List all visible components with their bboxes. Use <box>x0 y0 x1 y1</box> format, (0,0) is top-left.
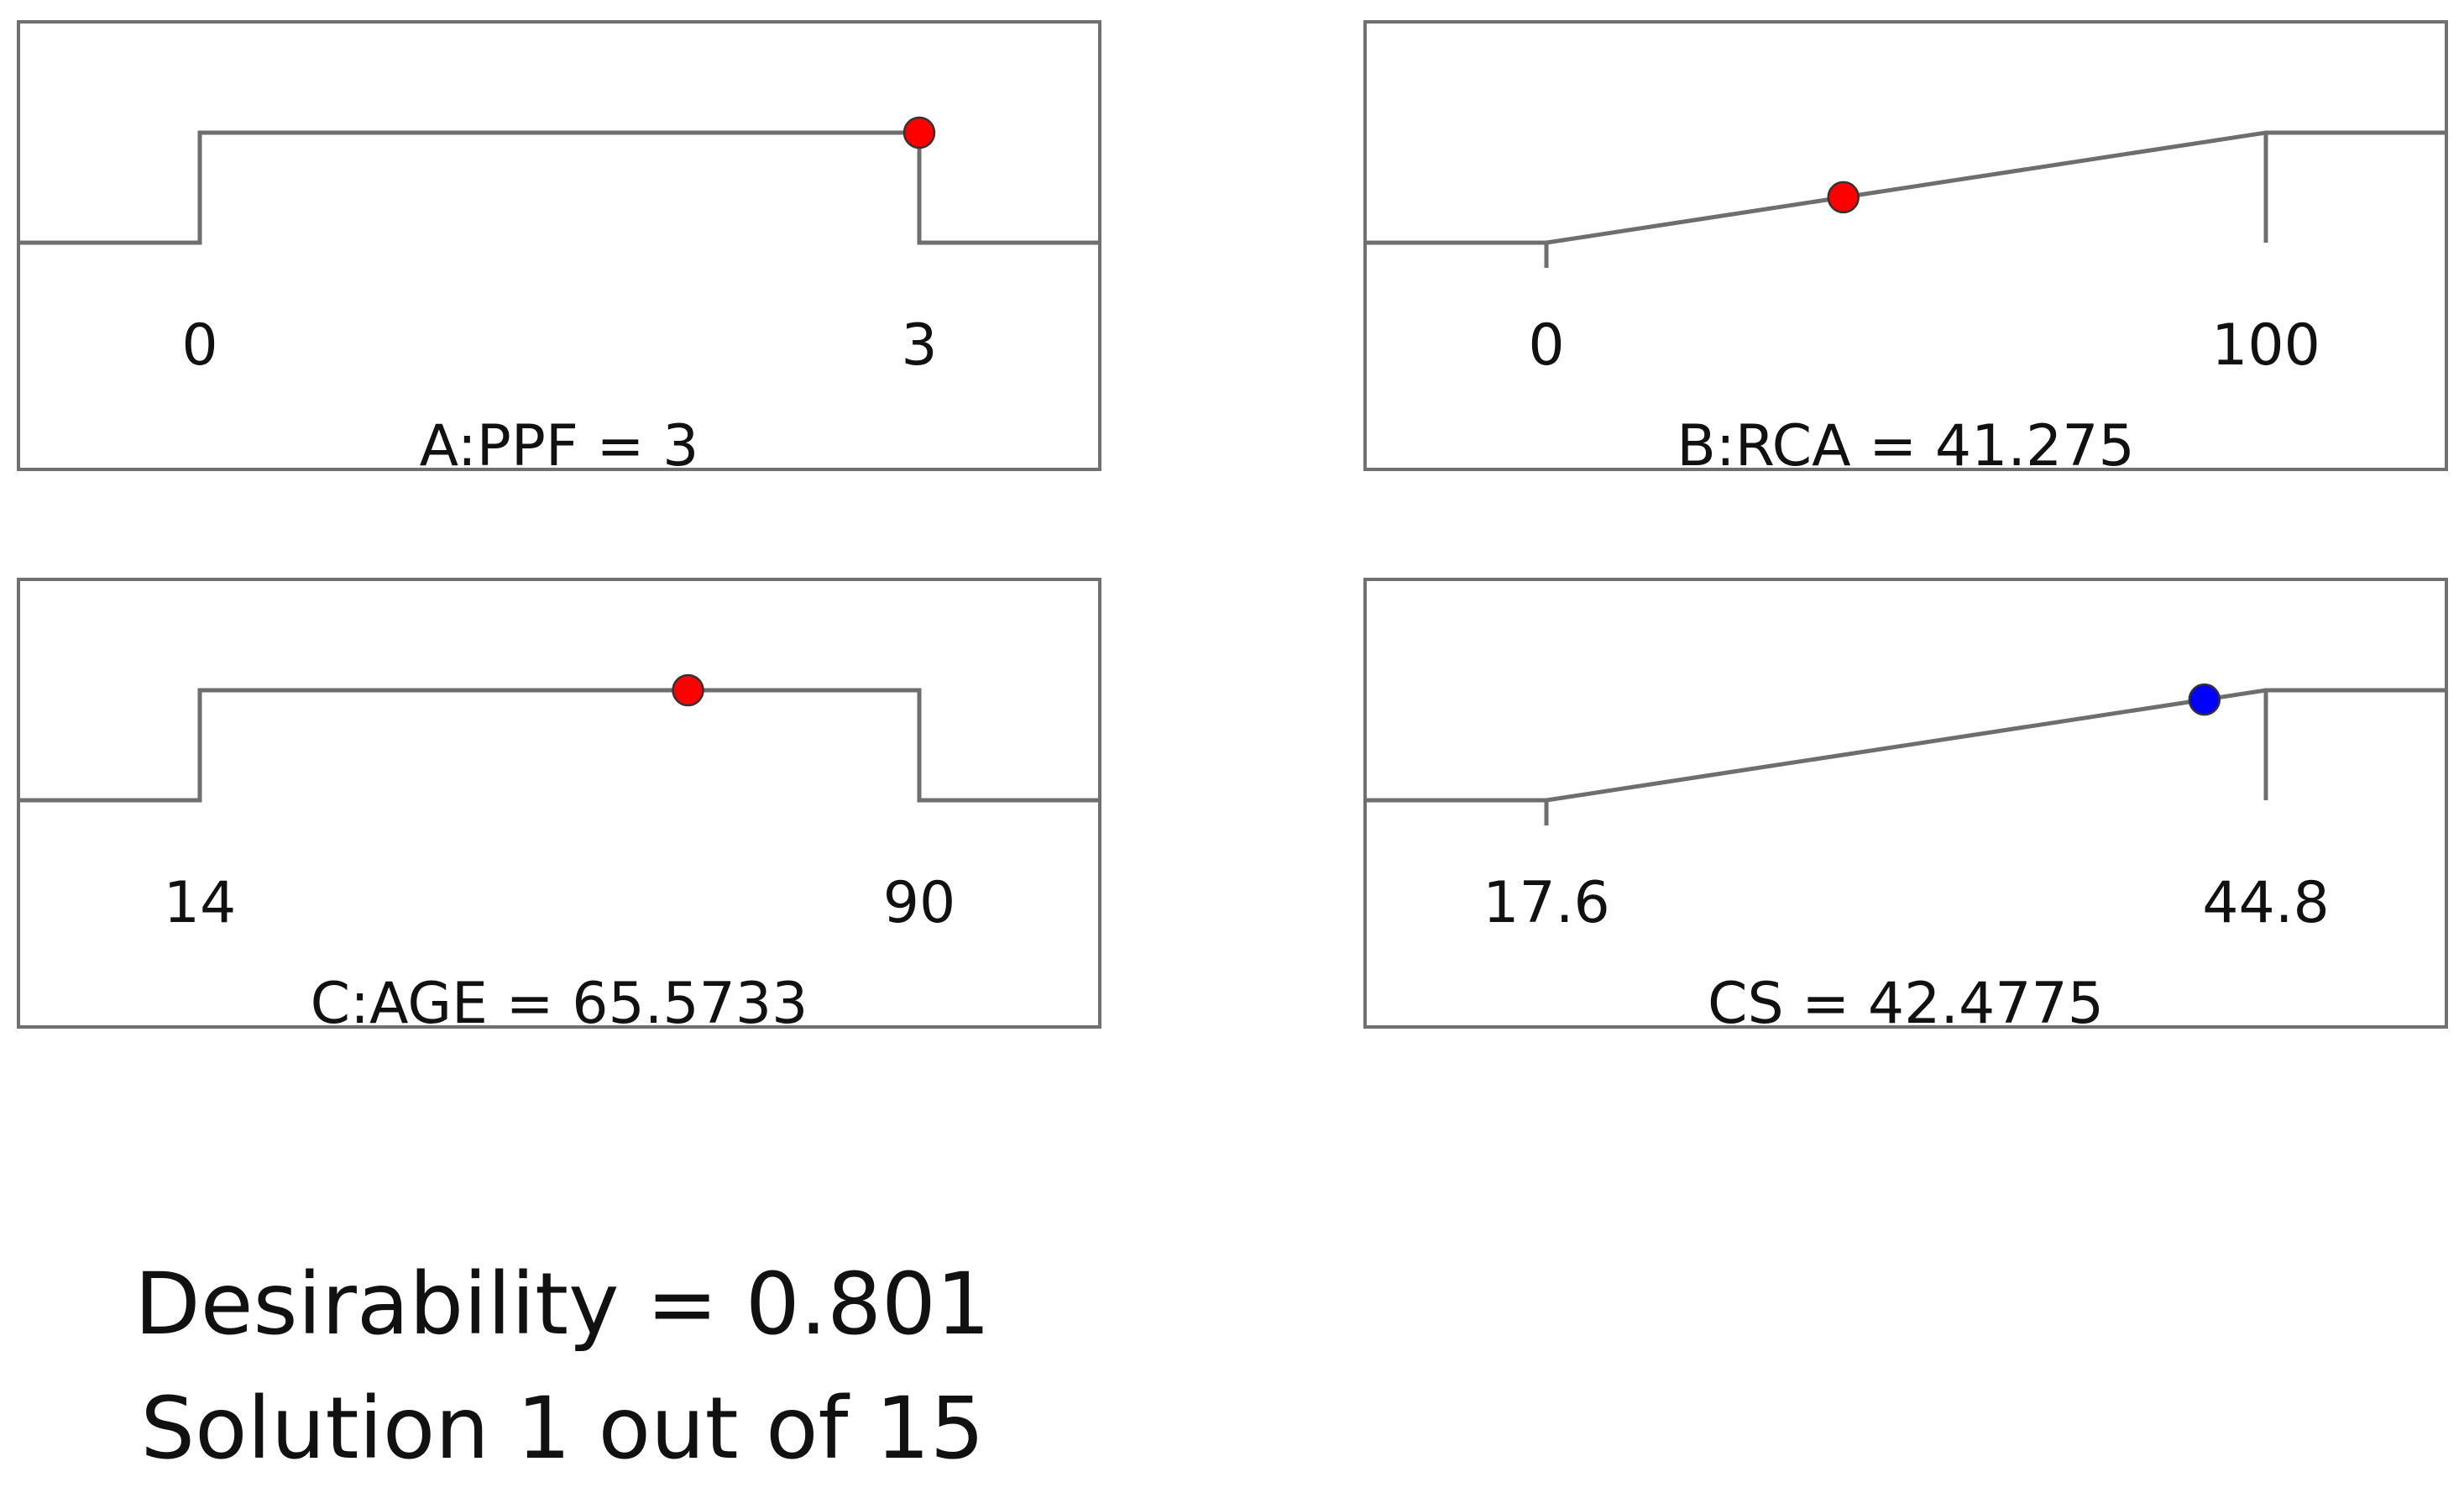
panel-caption: CS = 42.4775 <box>1708 971 2104 1037</box>
low-limit-label: 17.6 <box>1483 870 1609 936</box>
panel-frame <box>17 20 1101 471</box>
panel-caption: A:PPF = 3 <box>420 413 699 479</box>
solution-marker <box>902 116 936 149</box>
desirability-ramp-line <box>18 130 1100 245</box>
ramp-panel-2: 0 100 B:RCA = 41.275 <box>1363 20 2448 479</box>
high-limit-label: 44.8 <box>2202 870 2329 936</box>
panel-frame <box>17 578 1101 1029</box>
high-limit-label: 100 <box>2211 312 2320 379</box>
solution-marker <box>2188 683 2221 716</box>
low-limit-label: 14 <box>164 870 237 936</box>
panel-caption: B:RCA = 41.275 <box>1677 413 2135 479</box>
high-limit-label: 90 <box>883 870 956 936</box>
desirability-ramp-line <box>1365 130 2446 245</box>
panel-frame <box>1363 578 2448 1029</box>
desirability-ramp-line <box>18 688 1100 803</box>
panel-caption: C:AGE = 65.5733 <box>311 971 808 1037</box>
solution-marker <box>672 673 704 707</box>
ramp-panel-3: 14 90 C:AGE = 65.5733 <box>17 578 1101 1037</box>
solution-marker <box>1827 181 1860 214</box>
high-limit-label: 3 <box>901 312 937 379</box>
low-limit-label: 0 <box>181 312 217 379</box>
desirability-ramp-line <box>1365 688 2446 803</box>
low-limit-label: 0 <box>1528 312 1564 379</box>
solution-text: Solution 1 out of 15 <box>140 1379 984 1479</box>
ramp-panel-4: 17.6 44.8 CS = 42.4775 <box>1363 578 2448 1037</box>
ramp-panel-1: 0 3 A:PPF = 3 <box>17 20 1101 479</box>
ramp-panels: 0 3 A:PPF = 3 0 100 B:RCA = 41.275 14 90 C:AGE =… <box>17 20 2448 1037</box>
panel-frame <box>1363 20 2448 471</box>
desirability-text: Desirability = 0.801 <box>134 1255 991 1354</box>
